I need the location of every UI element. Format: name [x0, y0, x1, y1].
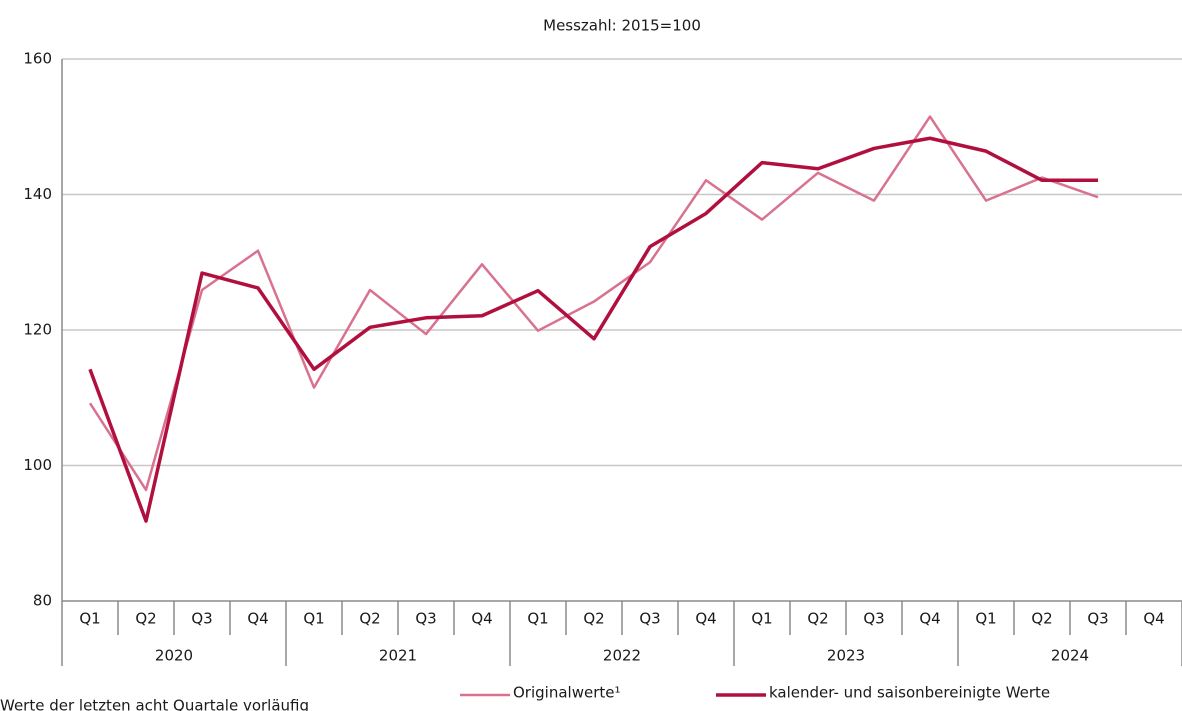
year-label: 2020 [155, 647, 193, 665]
y-tick-label: 100 [23, 456, 52, 474]
year-label: 2021 [379, 647, 417, 665]
x-tick-label: Q4 [919, 610, 940, 628]
y-tick-label: 160 [23, 50, 52, 68]
x-tick-label: Q1 [79, 610, 100, 628]
year-label: 2023 [827, 647, 865, 665]
legend-label: Originalwerte¹ [513, 684, 620, 702]
x-tick-label: Q4 [695, 610, 716, 628]
x-tick-label: Q2 [807, 610, 828, 628]
line-series [88, 136, 1098, 523]
year-label: 2024 [1051, 647, 1089, 665]
year-label: 2022 [603, 647, 641, 665]
x-tick-label: Q2 [1031, 610, 1052, 628]
x-tick-label: Q2 [359, 610, 380, 628]
y-tick-label: 120 [23, 321, 52, 339]
line-series [88, 115, 1099, 492]
footnote: Werte der letzten acht Quartale vorläufi… [0, 697, 309, 711]
x-tick-label: Q2 [135, 610, 156, 628]
x-tick-label: Q3 [415, 610, 436, 628]
y-tick-label: 140 [23, 185, 52, 203]
x-tick-label: Q4 [247, 610, 268, 628]
legend-label: kalender- und saisonbereinigte Werte [769, 684, 1050, 702]
x-tick-label: Q1 [527, 610, 548, 628]
x-tick-label: Q3 [639, 610, 660, 628]
chart-title: Messzahl: 2015=100 [543, 17, 701, 35]
x-tick-label: Q3 [1087, 610, 1108, 628]
x-tick-label: Q3 [863, 610, 884, 628]
x-tick-label: Q1 [751, 610, 772, 628]
x-tick-label: Q4 [471, 610, 492, 628]
x-tick-label: Q2 [583, 610, 604, 628]
x-tick-label: Q4 [1143, 610, 1164, 628]
x-tick-label: Q1 [303, 610, 324, 628]
x-tick-label: Q3 [191, 610, 212, 628]
x-tick-label: Q1 [975, 610, 996, 628]
y-tick-label: 80 [33, 592, 52, 610]
